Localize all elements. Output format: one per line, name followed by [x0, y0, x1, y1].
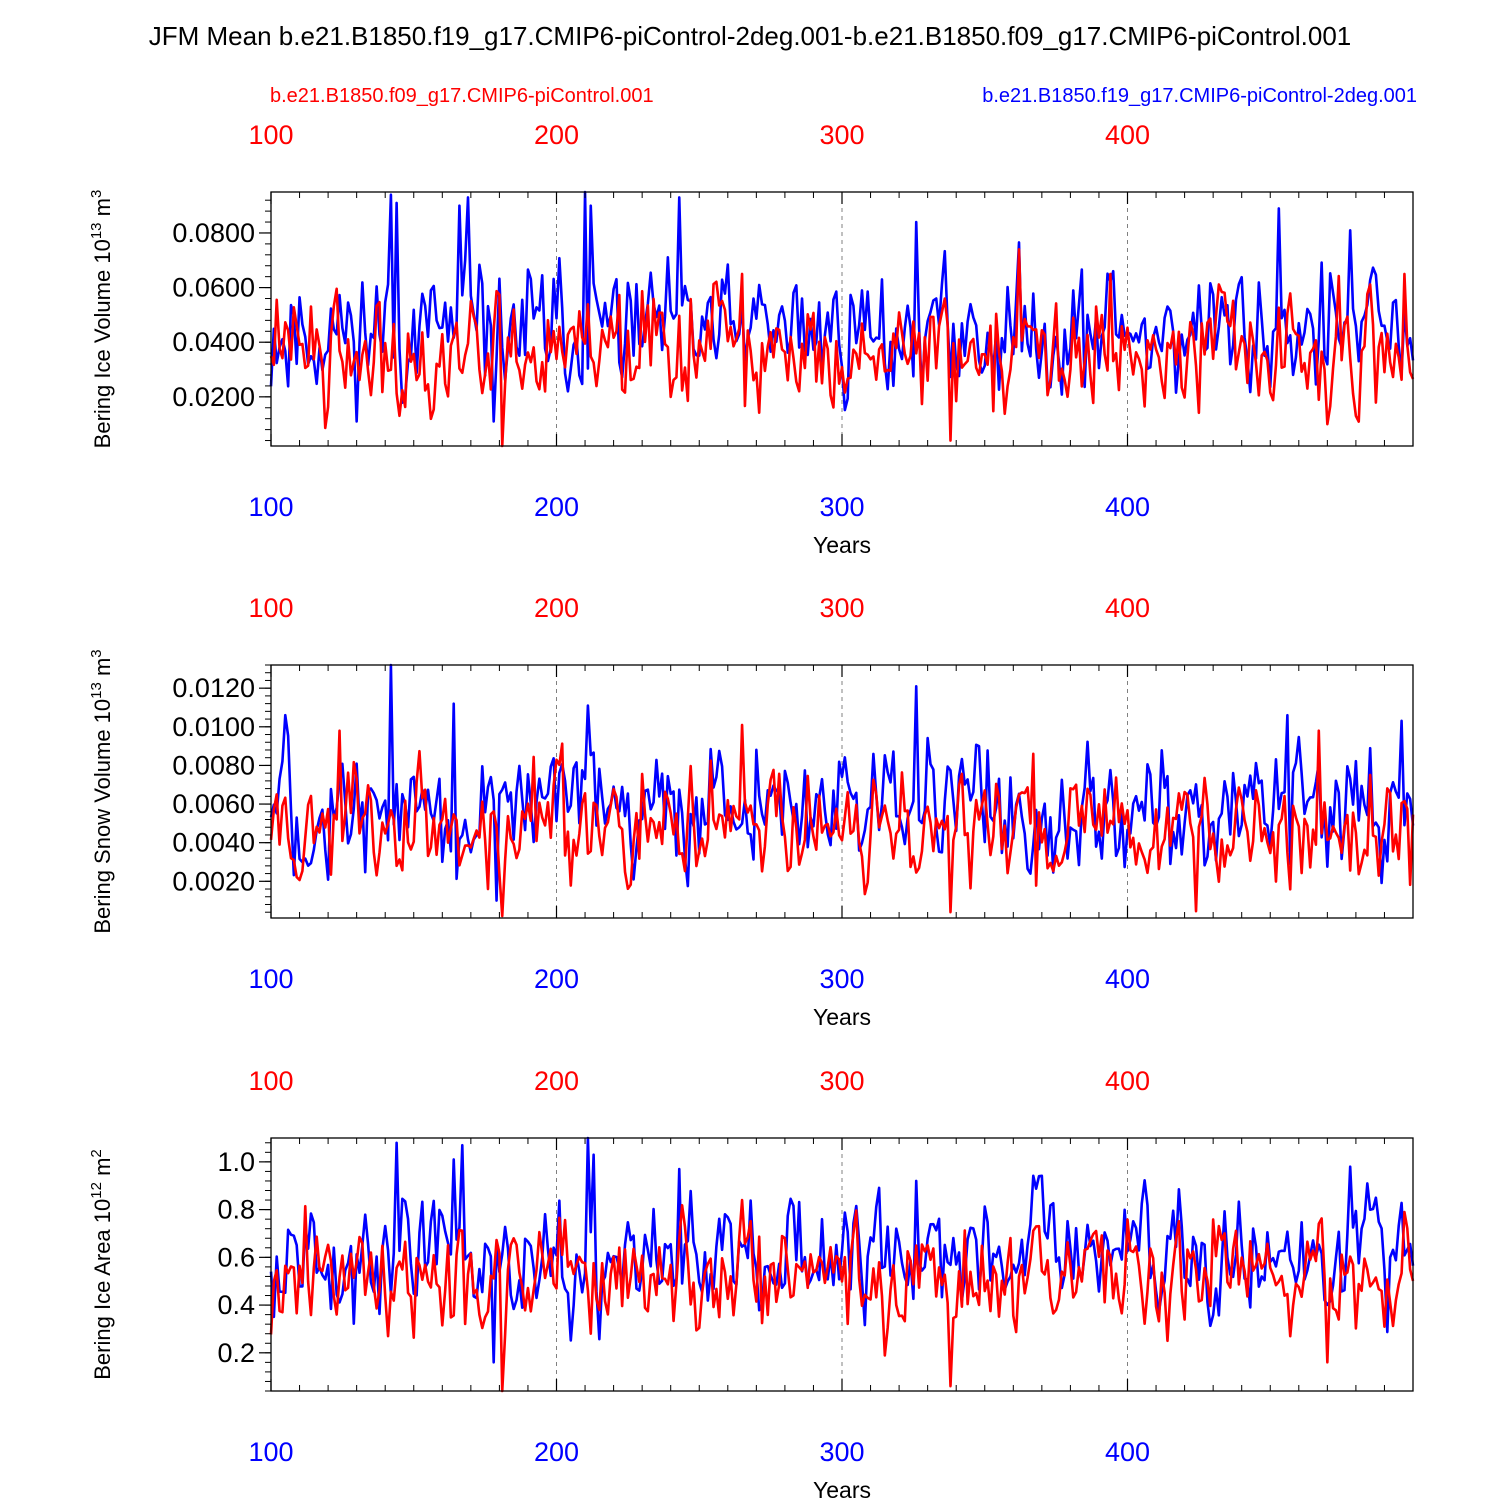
plot-frame — [270, 664, 1414, 919]
x-axis-label: Years — [813, 532, 871, 558]
y-axis-label-unit-exponent: 3 — [88, 649, 105, 657]
x-tick-label-bottom: 100 — [248, 1437, 293, 1467]
y-tick-label: 0.6 — [217, 1242, 255, 1272]
y-axis-label: Bering Ice Volume 1013 m3 — [88, 190, 115, 449]
series-line-blue — [269, 663, 1415, 902]
x-tick-label-bottom: 300 — [819, 492, 864, 522]
x-tick-label-bottom: 400 — [1105, 964, 1150, 994]
y-axis-label-unit: m — [90, 198, 115, 222]
x-axis-label: Years — [813, 1477, 871, 1500]
chart-panel-bering-ice-area: 100 100 200 200 300 300 400 400 0.2 0.4 0.6 0.8 1.0 B… — [88, 1066, 1415, 1500]
legend-blue-series: b.e21.B1850.f19_g17.CMIP6-piControl-2deg… — [982, 85, 1417, 107]
y-axis-label-main: Bering Ice Area 10 — [90, 1199, 115, 1380]
x-tick-label-top: 300 — [819, 120, 864, 150]
x-tick-label-top: 400 — [1105, 593, 1150, 623]
x-tick-label-bottom: 400 — [1105, 1437, 1150, 1467]
series-line-red — [269, 248, 1415, 448]
y-axis-label-main: Bering Snow Volume 10 — [90, 699, 115, 934]
x-tick-label-top: 100 — [248, 1066, 293, 1096]
y-tick-label: 0.0400 — [172, 327, 255, 357]
y-tick-label: 0.0040 — [172, 828, 255, 858]
y-axis-label-unit: m — [90, 1158, 115, 1182]
y-axis-label-exponent: 13 — [88, 682, 105, 699]
y-axis-label: Bering Ice Area 1012 m2 — [88, 1149, 115, 1380]
y-tick-label: 1.0 — [217, 1147, 255, 1177]
legend-red-series: b.e21.B1850.f09_g17.CMIP6-piControl.001 — [270, 85, 654, 107]
y-tick-label: 0.0080 — [172, 750, 255, 780]
series-line-red — [269, 723, 1415, 918]
y-tick-label: 0.4 — [217, 1290, 255, 1320]
x-tick-label-bottom: 100 — [248, 492, 293, 522]
x-tick-label-top: 300 — [819, 593, 864, 623]
y-tick-label: 0.0800 — [172, 218, 255, 248]
y-axis-label-exponent: 12 — [88, 1182, 105, 1199]
chart-panel-bering-ice-volume: 100 100 200 200 300 300 400 400 0.0200 0.0400 0.06… — [88, 120, 1415, 558]
y-tick-label: 0.0020 — [172, 866, 255, 896]
x-tick-label-top: 100 — [248, 593, 293, 623]
x-tick-label-top: 200 — [534, 120, 579, 150]
x-tick-label-bottom: 100 — [248, 964, 293, 994]
x-tick-label-top: 200 — [534, 1066, 579, 1096]
y-tick-label: 0.8 — [217, 1195, 255, 1225]
y-tick-label: 0.0600 — [172, 273, 255, 303]
x-tick-label-top: 100 — [248, 120, 293, 150]
y-tick-label: 0.0120 — [172, 673, 255, 703]
panels: 100 100 200 200 300 300 400 400 0.0200 0.0400 0.06… — [88, 120, 1415, 1500]
x-tick-label-bottom: 400 — [1105, 492, 1150, 522]
chart-panel-bering-snow-volume: 100 100 200 200 300 300 400 400 0.0020 0.0040 0.00… — [88, 593, 1415, 1030]
y-axis-label-exponent: 13 — [88, 222, 105, 239]
x-tick-label-top: 400 — [1105, 1066, 1150, 1096]
x-tick-label-top: 200 — [534, 593, 579, 623]
y-tick-label: 0.0100 — [172, 712, 255, 742]
x-tick-label-top: 300 — [819, 1066, 864, 1096]
y-tick-label: 0.0200 — [172, 382, 255, 412]
y-axis-label: Bering Snow Volume 1013 m3 — [88, 649, 115, 933]
series-line-blue — [269, 1136, 1415, 1364]
series-line-red — [269, 1198, 1415, 1393]
y-axis-label-unit: m — [90, 658, 115, 682]
x-tick-label-bottom: 300 — [819, 964, 864, 994]
figure-title: JFM Mean b.e21.B1850.f19_g17.CMIP6-piCon… — [149, 21, 1352, 51]
x-axis-label: Years — [813, 1004, 871, 1030]
x-tick-label-bottom: 200 — [534, 1437, 579, 1467]
x-tick-label-bottom: 300 — [819, 1437, 864, 1467]
x-tick-label-bottom: 200 — [534, 492, 579, 522]
y-tick-label: 0.0060 — [172, 789, 255, 819]
x-tick-label-bottom: 200 — [534, 964, 579, 994]
y-axis-label-unit-exponent: 2 — [88, 1149, 105, 1157]
x-tick-label-top: 400 — [1105, 120, 1150, 150]
y-axis-label-unit-exponent: 3 — [88, 190, 105, 198]
y-axis-label-main: Bering Ice Volume 10 — [90, 239, 115, 448]
y-tick-label: 0.2 — [217, 1338, 255, 1368]
